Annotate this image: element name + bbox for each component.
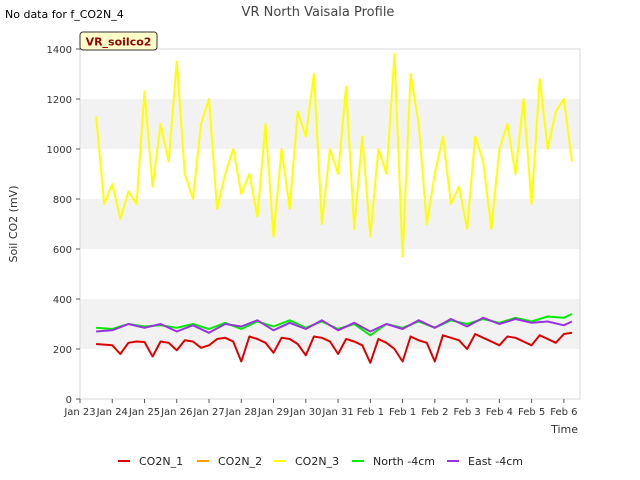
- legend-label: CO2N_3: [295, 455, 339, 468]
- x-tick-label: Jan 30: [289, 407, 321, 418]
- grid-bands: [79, 48, 581, 400]
- x-tick-label: Feb 3: [453, 407, 480, 418]
- x-tick-label: Feb 1: [357, 407, 384, 418]
- site-tag-box: VR_soilco2: [79, 31, 158, 51]
- series-line-co2n-3: [95, 53, 573, 258]
- legend-label: CO2N_2: [218, 455, 262, 468]
- legend: CO2N_1 CO2N_2 CO2N_3 North -4cm East -4cm: [118, 455, 523, 468]
- legend-label: CO2N_1: [139, 455, 183, 468]
- plot-frame: [79, 48, 581, 400]
- grid-band: [80, 199, 580, 249]
- legend-label: East -4cm: [468, 455, 523, 468]
- y-tick-label: 600: [53, 245, 72, 256]
- x-tick-label: Jan 25: [128, 407, 160, 418]
- x-tick-label: Jan 24: [96, 407, 128, 418]
- x-axis-label: Time: [550, 423, 578, 436]
- y-tick-label: 200: [53, 345, 72, 356]
- series-lines: [95, 53, 573, 364]
- series-line-east-4cm: [96, 316, 573, 334]
- legend-label: North -4cm: [373, 455, 435, 468]
- y-tick-label: 1000: [47, 145, 72, 156]
- y-axis-label: Soil CO2 (mV): [7, 186, 20, 263]
- y-tick-label: 0: [66, 395, 72, 406]
- x-axis: Jan 23 Jan 24 Jan 25 Jan 26 Jan 27 Jan 28 Jan …: [63, 399, 577, 418]
- y-axis: 0 200 400 600 800 1000 1200 1400: [47, 45, 80, 406]
- x-tick-label: Feb 5: [518, 407, 545, 418]
- y-tick-label: 800: [53, 195, 72, 206]
- grid-band: [80, 99, 580, 149]
- x-tick-label: Feb 4: [486, 407, 513, 418]
- y-tick-label: 1400: [47, 45, 72, 56]
- x-tick-label: Feb 1: [389, 407, 416, 418]
- y-tick-label: 1200: [47, 95, 72, 106]
- site-tag-label: VR_soilco2: [86, 36, 152, 49]
- x-tick-label: Feb 6: [550, 407, 577, 418]
- x-tick-label: Jan 31: [321, 407, 353, 418]
- x-tick-label: Feb 2: [421, 407, 448, 418]
- series-line-north-4cm: [96, 313, 573, 337]
- no-data-note: No data for f_CO2N_4: [5, 8, 124, 21]
- x-tick-label: Jan 23: [63, 407, 95, 418]
- x-tick-label: Jan 26: [160, 407, 192, 418]
- chart-title: VR North Vaisala Profile: [242, 5, 395, 20]
- x-tick-label: Jan 27: [192, 407, 224, 418]
- y-tick-label: 400: [53, 295, 72, 306]
- series-line-co2n-1: [96, 331, 573, 364]
- x-tick-label: Jan 28: [225, 407, 257, 418]
- x-tick-label: Jan 29: [257, 407, 289, 418]
